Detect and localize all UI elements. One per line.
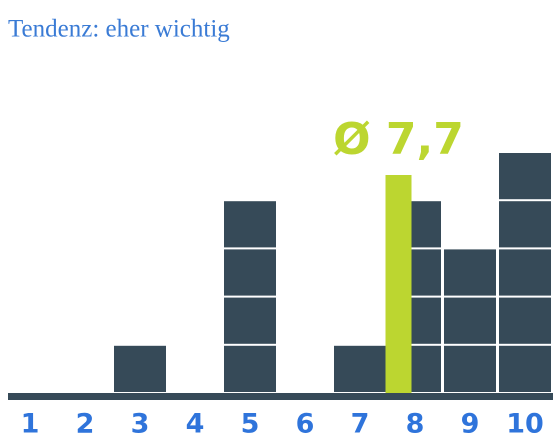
block (499, 201, 551, 248)
block (224, 201, 276, 248)
block (499, 153, 551, 200)
block (114, 345, 166, 392)
mean-label: Ø 7,7 (333, 114, 464, 165)
x-tick-label: 7 (351, 409, 370, 440)
block (224, 345, 276, 392)
x-tick-label: 5 (241, 409, 260, 440)
bar (499, 153, 551, 392)
x-tick-label: 2 (76, 409, 95, 440)
block (444, 249, 496, 296)
block (334, 345, 386, 392)
block (224, 297, 276, 344)
block (499, 249, 551, 296)
mean-bar (385, 175, 412, 393)
x-tick-label: 1 (21, 409, 40, 440)
chart-title: Tendenz: eher wichtig (8, 16, 230, 43)
x-tick-label: 4 (186, 409, 205, 440)
block (499, 297, 551, 344)
bar (114, 345, 166, 392)
block (444, 345, 496, 392)
block (499, 345, 551, 392)
bar (444, 249, 496, 392)
bar (334, 345, 386, 392)
x-tick-label: 6 (296, 409, 315, 440)
bar (224, 201, 276, 392)
x-tick-label: 10 (506, 409, 544, 440)
block (444, 297, 496, 344)
x-tick-label: 9 (461, 409, 480, 440)
baseline (8, 393, 553, 400)
x-tick-label: 8 (406, 409, 425, 440)
block (224, 249, 276, 296)
x-tick-label: 3 (131, 409, 150, 440)
